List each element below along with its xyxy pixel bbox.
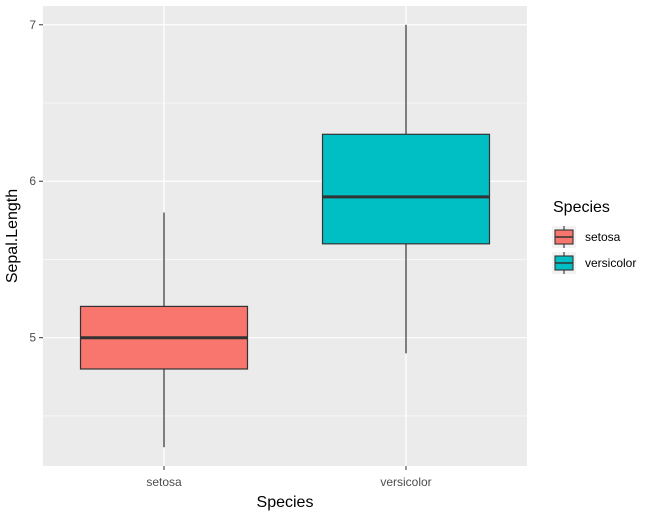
x-tick-label: setosa <box>146 475 182 489</box>
legend-title: Species <box>553 199 610 216</box>
y-axis-title: Sepal.Length <box>4 189 21 283</box>
legend-key-setosa <box>552 226 576 248</box>
legend-label: setosa <box>585 230 621 244</box>
legend-label: versicolor <box>585 256 636 270</box>
y-tick-label: 6 <box>29 174 36 188</box>
y-tick-label: 7 <box>29 18 36 32</box>
x-axis-ticks: setosa versicolor <box>146 466 432 489</box>
x-tick-label: versicolor <box>380 475 431 489</box>
x-axis-title: Species <box>257 494 314 511</box>
y-axis-ticks: 5 6 7 <box>29 18 43 345</box>
y-tick-label: 5 <box>29 331 36 345</box>
box-rect <box>321 133 491 245</box>
box-setosa <box>79 212 249 448</box>
box-versicolor <box>321 24 491 354</box>
legend-key-versicolor <box>552 252 576 274</box>
boxes <box>79 24 491 448</box>
legend: Species setosa versicolor <box>552 199 636 274</box>
